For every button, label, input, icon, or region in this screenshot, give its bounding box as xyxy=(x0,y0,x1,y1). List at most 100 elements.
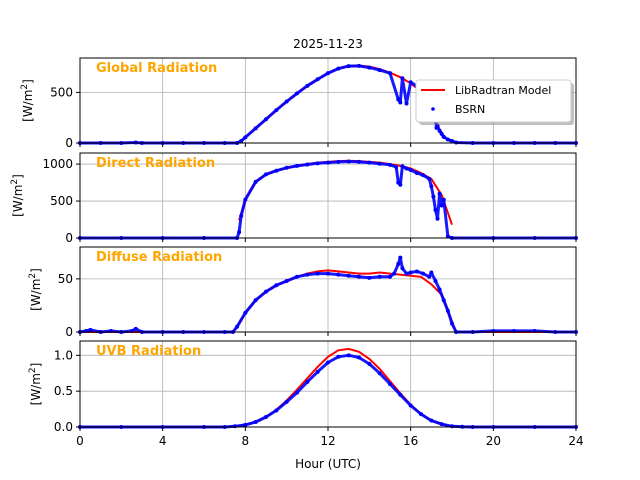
obs-point xyxy=(414,269,419,274)
obs-point xyxy=(400,76,405,81)
obs-point xyxy=(284,165,289,170)
y-tick-label: 1.0 xyxy=(54,348,73,362)
obs-point xyxy=(346,159,351,164)
obs-point xyxy=(346,64,351,69)
obs-point xyxy=(243,135,248,140)
x-tick-label: 4 xyxy=(159,434,167,448)
obs-point xyxy=(404,101,409,106)
y-axis-label-main: [W/m xyxy=(29,279,43,311)
chart-title: 2025-11-23 xyxy=(293,37,363,51)
obs-point xyxy=(441,197,446,202)
obs-point xyxy=(377,161,382,166)
obs-point xyxy=(357,159,361,164)
obs-point xyxy=(253,179,258,184)
obs-point xyxy=(326,271,330,276)
obs-point xyxy=(421,173,426,178)
obs-point xyxy=(400,266,405,271)
obs-point xyxy=(429,270,434,275)
obs-point xyxy=(253,298,258,303)
obs-point xyxy=(400,164,405,169)
obs-point xyxy=(264,117,268,122)
x-tick-label: 16 xyxy=(403,434,418,448)
y-tick-label: 50 xyxy=(58,272,73,286)
y-axis-label-sup: 2 xyxy=(10,179,20,185)
obs-point xyxy=(408,270,413,275)
obs-point xyxy=(421,271,426,276)
y-axis-label-end: ] xyxy=(29,363,43,368)
obs-point xyxy=(336,354,341,359)
obs-point xyxy=(450,424,454,429)
obs-point xyxy=(377,371,382,376)
obs-point xyxy=(233,424,237,429)
obs-point xyxy=(367,160,372,165)
obs-point xyxy=(408,403,413,408)
obs-point xyxy=(394,165,399,170)
obs-point xyxy=(398,100,403,105)
obs-point xyxy=(450,321,454,326)
panel-label: Direct Radiation xyxy=(96,156,215,171)
y-tick-label: 500 xyxy=(50,194,73,208)
panel-4: 0.0 0.5 1.0 0 4 8 12 16 20 24 UVB Radiation [W/m2] xyxy=(28,340,584,448)
y-axis-label-sup: 2 xyxy=(20,84,30,90)
obs-point xyxy=(264,289,268,294)
obs-point xyxy=(243,422,248,427)
panel-2: 0 500 1000 Direct Radiation [W/m2] xyxy=(10,152,578,245)
y-axis-label-end: ] xyxy=(11,174,25,179)
x-tick-label: 24 xyxy=(568,434,583,448)
y-tick-label: 0 xyxy=(65,325,73,339)
obs-point xyxy=(437,191,442,196)
y-axis-label: [W/m2] xyxy=(28,363,43,406)
obs-point xyxy=(274,108,279,113)
obs-point xyxy=(435,216,440,221)
obs-point xyxy=(239,213,244,218)
obs-point xyxy=(315,77,320,82)
obs-point xyxy=(274,408,279,413)
y-axis-label-main: [W/m xyxy=(29,373,43,405)
y-axis-label-sup: 2 xyxy=(28,367,38,373)
obs-point xyxy=(396,262,401,266)
obs-point xyxy=(295,91,299,96)
obs-point xyxy=(388,71,392,76)
legend-model-label: LibRadtran Model xyxy=(455,84,551,97)
obs-point xyxy=(336,272,341,277)
obs-point xyxy=(388,162,392,167)
x-tick-label: 8 xyxy=(242,434,250,448)
obs-point xyxy=(336,159,341,164)
obs-point xyxy=(305,162,310,167)
obs-point xyxy=(295,390,299,395)
obs-point xyxy=(326,360,330,365)
y-axis-label-main: [W/m xyxy=(11,185,25,217)
obs-point xyxy=(439,422,444,427)
obs-point xyxy=(433,279,438,283)
legend-obs-swatch xyxy=(431,107,435,111)
obs-point xyxy=(264,172,268,177)
panel-3: 0 50 Diffuse Radiation [W/m2] xyxy=(28,246,578,339)
obs-point xyxy=(450,138,454,143)
obs-point xyxy=(392,271,397,276)
obs-point xyxy=(367,275,372,280)
obs-point xyxy=(305,83,310,88)
panel-label: Diffuse Radiation xyxy=(96,250,222,265)
obs-point xyxy=(284,99,289,104)
obs-point xyxy=(274,168,279,173)
legend: LibRadtran Model BSRN xyxy=(415,79,574,125)
obs-point xyxy=(284,399,289,404)
obs-point xyxy=(419,412,423,417)
obs-point xyxy=(357,274,361,279)
obs-point xyxy=(346,273,351,278)
obs-point xyxy=(377,68,382,73)
obs-point xyxy=(133,326,138,331)
obs-point xyxy=(441,298,446,303)
obs-point xyxy=(253,126,258,131)
x-tick-label: 0 xyxy=(76,434,84,448)
obs-point xyxy=(437,287,442,292)
obs-point xyxy=(398,392,403,397)
y-tick-label: 1000 xyxy=(42,157,73,171)
obs-point xyxy=(433,207,438,212)
y-axis-label-main: [W/m xyxy=(21,90,35,122)
obs-point xyxy=(404,166,409,171)
y-tick-label: 0.0 xyxy=(54,420,73,434)
obs-point xyxy=(274,283,279,288)
y-tick-label: 0 xyxy=(65,136,73,150)
